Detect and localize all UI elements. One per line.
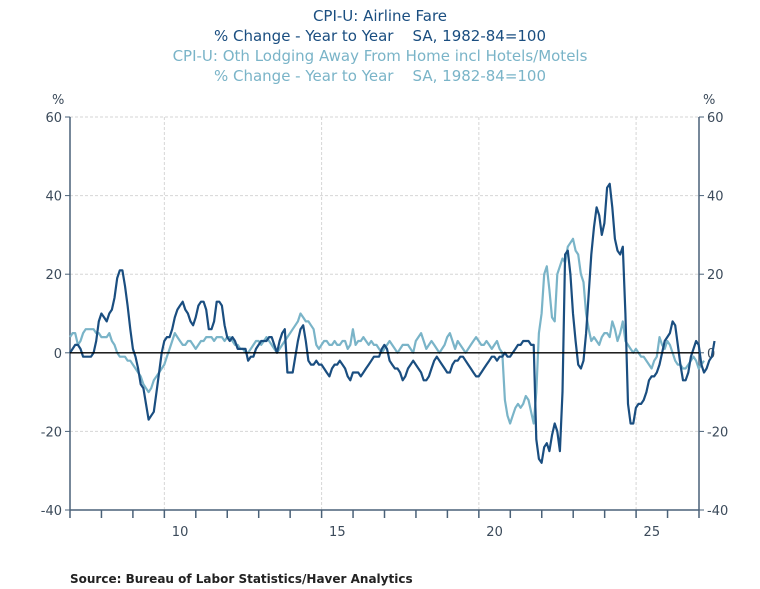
source-note: Source: Bureau of Labor Statistics/Haver…	[70, 572, 413, 586]
y-tick-label-right: -20	[707, 425, 728, 440]
gridlines	[70, 116, 699, 511]
chart-title-1: CPI-U: Airline Fare	[312, 7, 448, 25]
y-tick-label-right: -40	[707, 504, 728, 519]
x-tick-label: 25	[644, 525, 661, 540]
y-tick-label-left: -40	[41, 504, 62, 519]
y-axis-unit-left: %	[52, 93, 64, 108]
y-tick-label-left: 0	[54, 347, 62, 362]
y-tick-label-right: 20	[707, 268, 724, 283]
x-tick-label: 20	[486, 525, 503, 540]
y-tick-label-right: 60	[707, 111, 724, 126]
y-tick-label-right: 40	[707, 190, 724, 205]
y-tick-label-left: -20	[41, 425, 62, 440]
y-tick-label-left: 20	[45, 268, 62, 283]
series-line-airline-fare	[69, 182, 716, 464]
x-tick-label: 10	[172, 525, 189, 540]
chart-title-2: CPI-U: Oth Lodging Away From Home incl H…	[172, 47, 588, 65]
x-tick-label: 15	[329, 525, 346, 540]
y-tick-label-left: 60	[45, 111, 62, 126]
chart-subtitle-1: % Change - Year to Year SA, 1982-84=100	[213, 27, 547, 45]
y-tick-label-left: 40	[45, 190, 62, 205]
y-axis-unit-right: %	[703, 93, 715, 108]
series-line-lodging	[69, 237, 705, 425]
chart-subtitle-2: % Change - Year to Year SA, 1982-84=100	[213, 67, 547, 85]
series-lines	[69, 182, 716, 464]
